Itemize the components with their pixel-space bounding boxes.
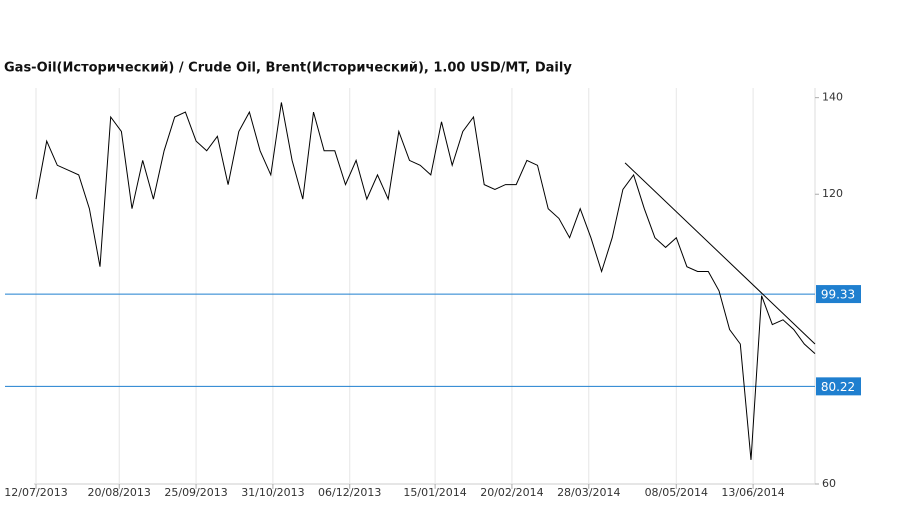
x-tick-label: 15/01/2014 xyxy=(403,486,466,499)
x-tick-label: 12/07/2013 xyxy=(4,486,67,499)
price-line xyxy=(35,102,816,460)
level-box xyxy=(816,377,861,396)
chart-title: Gas-Oil(Исторический) / Crude Oil, Brent… xyxy=(4,61,572,76)
x-tick-label: 25/09/2013 xyxy=(164,486,227,499)
level-label: 99.33 xyxy=(821,288,855,302)
x-tick-label: 06/12/2013 xyxy=(318,486,381,499)
x-tick-label: 28/03/2014 xyxy=(557,486,620,499)
trend-line xyxy=(624,162,816,345)
y-tick-label: 140 xyxy=(822,91,843,104)
x-tick-label: 13/06/2014 xyxy=(721,486,784,499)
y-tick-label: 120 xyxy=(822,187,843,200)
y-tick-label: 60 xyxy=(822,477,836,490)
x-tick-label: 20/02/2014 xyxy=(480,486,543,499)
x-tick-label: 20/08/2013 xyxy=(88,486,151,499)
level-label: 80.22 xyxy=(821,380,855,394)
x-tick-label: 08/05/2014 xyxy=(645,486,708,499)
x-tick-label: 31/10/2013 xyxy=(241,486,304,499)
level-box xyxy=(816,285,861,304)
